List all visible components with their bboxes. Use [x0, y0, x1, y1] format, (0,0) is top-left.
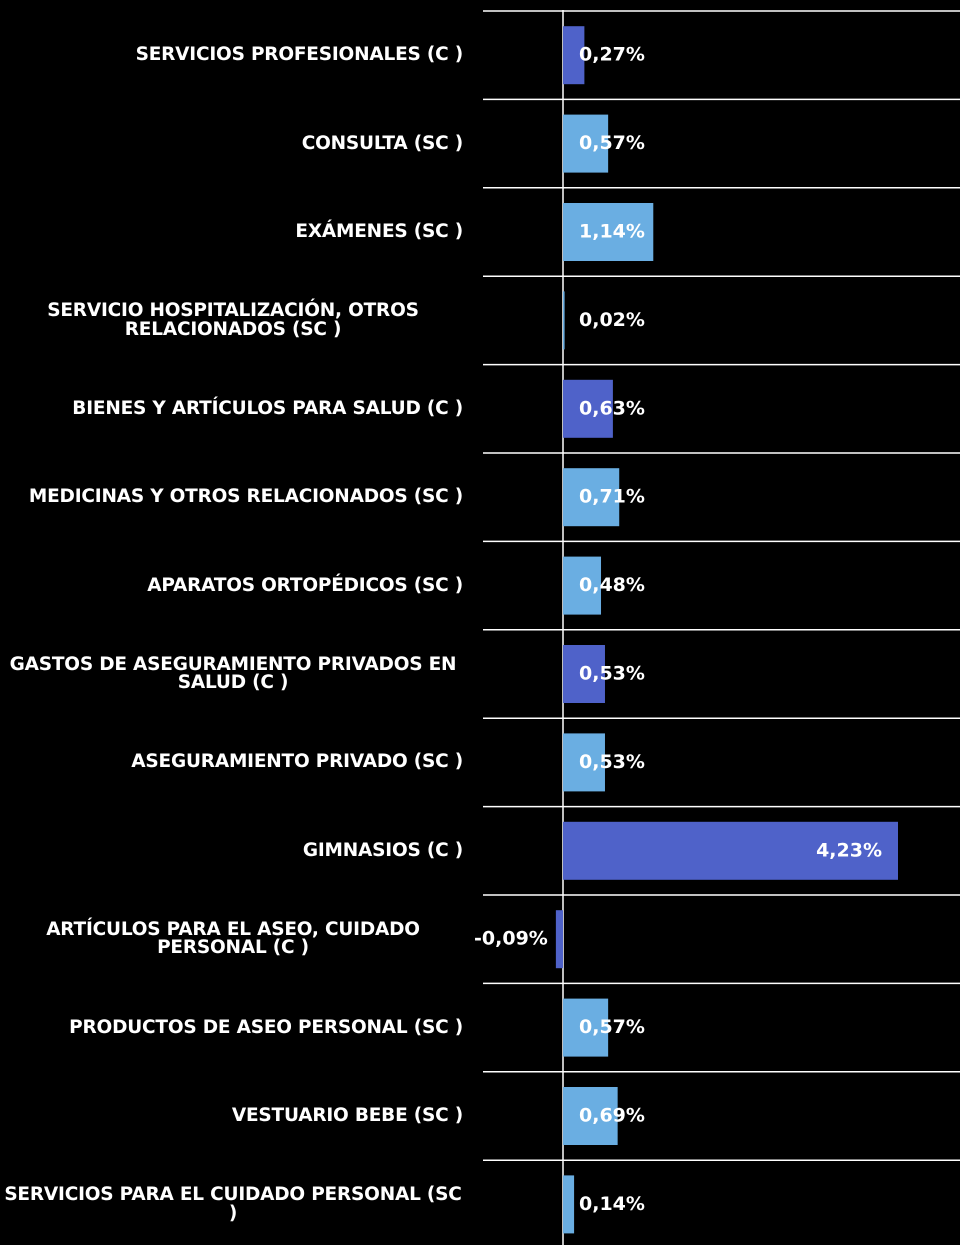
- bar: [555, 910, 563, 969]
- category-label: SERVICIOS PROFESIONALES (C ): [135, 44, 464, 66]
- value-label: 0,71%: [579, 486, 645, 508]
- value-label: 0,14%: [579, 1193, 645, 1215]
- bar: [563, 1175, 575, 1234]
- category-label: GASTOS DE ASEGURAMIENTO PRIVADOS EN SALU…: [9, 653, 457, 693]
- category-label: VESTUARIO BEBE (SC ): [231, 1104, 463, 1126]
- category-label: EXÁMENES (SC ): [295, 220, 463, 242]
- value-label: 0,57%: [579, 1016, 645, 1038]
- value-label: 0,63%: [579, 397, 645, 419]
- category-label: BIENES Y ARTÍCULOS PARA SALUD (C ): [72, 397, 463, 419]
- value-label: 0,02%: [579, 309, 645, 331]
- category-label: ASEGURAMIENTO PRIVADO (SC ): [131, 751, 463, 773]
- bar: [563, 468, 620, 527]
- bar: [563, 26, 585, 85]
- category-label: SERVICIOS PARA EL CUIDADO PERSONAL (SC ): [4, 1184, 462, 1224]
- value-label: 0,57%: [579, 132, 645, 154]
- category-label: PRODUCTOS DE ASEO PERSONAL (SC ): [69, 1016, 463, 1038]
- value-label: 0,48%: [579, 574, 645, 596]
- value-label: -0,09%: [474, 928, 548, 950]
- value-label: 0,53%: [579, 751, 645, 773]
- bar: [563, 998, 609, 1057]
- bar: [563, 821, 898, 880]
- category-label: MEDICINAS Y OTROS RELACIONADOS (SC ): [28, 486, 463, 508]
- category-label: SERVICIO HOSPITALIZACIÓN, OTROS RELACION…: [47, 300, 419, 340]
- bar: [563, 379, 613, 438]
- bar: [563, 114, 609, 173]
- category-label: GIMNASIOS (C ): [302, 839, 463, 861]
- value-label: 1,14%: [579, 221, 645, 243]
- value-label: 0,27%: [579, 44, 645, 66]
- category-label: CONSULTA (SC ): [301, 132, 463, 154]
- value-label: 4,23%: [816, 839, 882, 861]
- value-label: 0,53%: [579, 663, 645, 685]
- bar: [563, 1087, 618, 1145]
- bar: [563, 203, 654, 261]
- bar: [563, 645, 605, 703]
- category-label: ARTÍCULOS PARA EL ASEO, CUIDADO PERSONAL…: [46, 919, 420, 959]
- bar: [563, 733, 605, 792]
- value-label: 0,69%: [579, 1105, 645, 1127]
- bar: [563, 556, 602, 615]
- category-label: APARATOS ORTOPÉDICOS (SC ): [147, 574, 463, 596]
- bar: [563, 291, 565, 350]
